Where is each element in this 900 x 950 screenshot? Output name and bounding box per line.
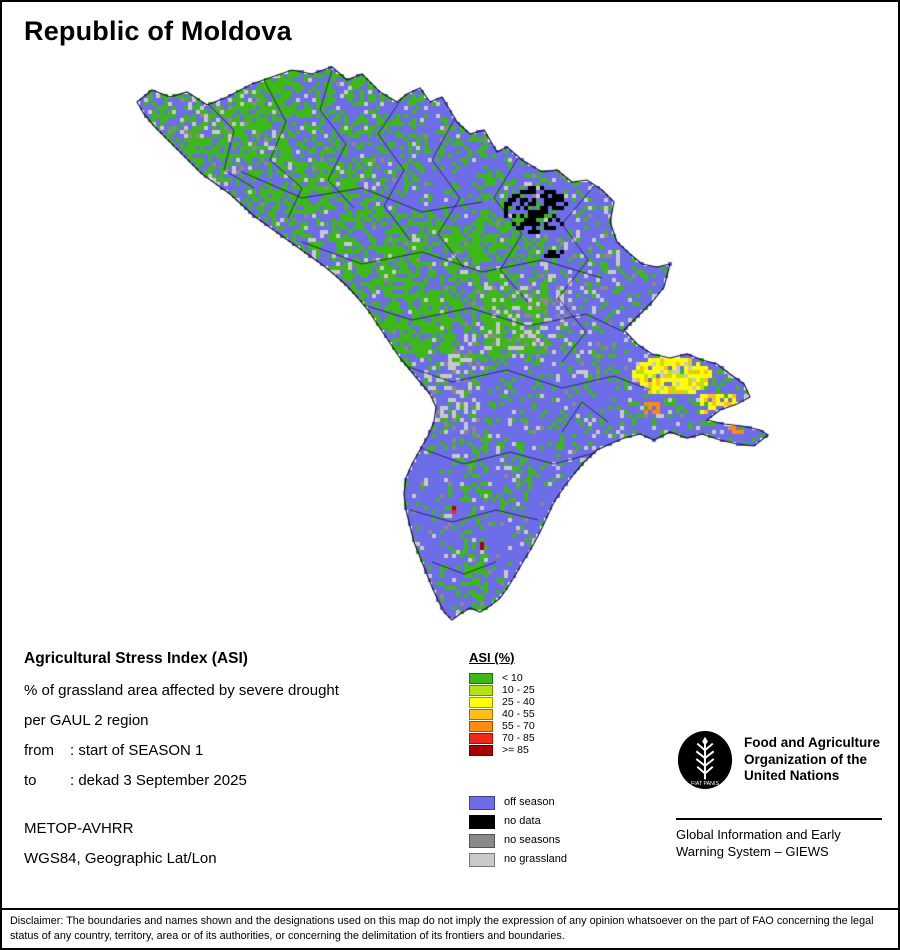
legend-label: 40 - 55 — [502, 707, 535, 720]
legend-swatch — [469, 696, 493, 708]
legend-item: off season — [469, 795, 609, 810]
map-info-block: Agricultural Stress Index (ASI) % of gra… — [24, 650, 454, 880]
info-from-label: from — [24, 742, 54, 759]
legend-label: off season — [504, 796, 555, 808]
legend-swatch — [469, 672, 493, 684]
fao-logo-icon: FIAT PANIS — [677, 731, 733, 789]
legend-swatch — [469, 684, 493, 696]
legend-item: 55 - 70 — [469, 720, 609, 732]
disclaimer-divider — [2, 908, 898, 910]
legend-label: no data — [504, 815, 541, 827]
info-to-label: to — [24, 772, 37, 789]
fao-org-line: United Nations — [744, 768, 840, 783]
info-region-level: per GAUL 2 region — [24, 712, 149, 729]
info-subtitle: % of grassland area affected by severe d… — [24, 682, 339, 699]
info-to-line: to : dekad 3 September 2025 — [24, 772, 454, 790]
legend-label: 70 - 85 — [502, 731, 535, 744]
asi-legend: ASI (%) < 10 10 - 25 25 - 40 40 - 55 55 … — [469, 650, 609, 872]
legend-label: < 10 — [502, 671, 523, 684]
info-from-line: from : start of SEASON 1 — [24, 742, 454, 760]
legend-label: no seasons — [504, 834, 561, 846]
legend-swatch — [469, 814, 495, 829]
giews-line: Warning System – GIEWS — [676, 844, 829, 859]
legend-item: no data — [469, 814, 609, 829]
legend-item: no grassland — [469, 852, 609, 867]
legend-item: 70 - 85 — [469, 732, 609, 744]
giews-label: Global Information and Early Warning Sys… — [676, 826, 841, 860]
legend-label: 25 - 40 — [502, 695, 535, 708]
legend-swatch — [469, 720, 493, 732]
legend-item: 40 - 55 — [469, 708, 609, 720]
fao-org-line: Organization of the — [744, 751, 867, 767]
legend-item: < 10 — [469, 672, 609, 684]
fao-motto: FIAT PANIS — [691, 781, 719, 787]
legend-label: no grassland — [504, 853, 567, 865]
legend-swatch — [469, 795, 495, 810]
legend-label: 10 - 25 — [502, 683, 535, 696]
legend-swatch — [469, 833, 495, 848]
legend-item: 25 - 40 — [469, 696, 609, 708]
legend-spacer — [469, 756, 609, 796]
info-heading: Agricultural Stress Index (ASI) — [24, 650, 248, 667]
legend-swatch — [469, 708, 493, 720]
legend-swatch — [469, 744, 493, 756]
info-from-value: : start of SEASON 1 — [70, 742, 204, 759]
legend-swatch — [469, 732, 493, 744]
legend-swatch — [469, 852, 495, 867]
legend-label: 55 - 70 — [502, 719, 535, 732]
fao-divider — [676, 818, 882, 820]
info-to-value: : dekad 3 September 2025 — [70, 772, 247, 789]
legend-label: >= 85 — [502, 743, 529, 756]
legend-item: no seasons — [469, 833, 609, 848]
legend-title: ASI (%) — [469, 650, 515, 665]
info-sensor: METOP-AVHRR — [24, 820, 134, 837]
giews-line: Global Information and Early — [676, 827, 841, 842]
disclaimer-text: Disclaimer: The boundaries and names sho… — [10, 915, 874, 942]
legend-item: >= 85 — [469, 744, 609, 756]
fao-org-line: Food and Agriculture — [744, 735, 880, 750]
fao-org-name: Food and Agriculture Organization of the… — [744, 729, 880, 785]
info-projection: WGS84, Geographic Lat/Lon — [24, 850, 217, 867]
fao-block: FIAT PANIS Food and Agriculture Organiza… — [676, 729, 880, 791]
page-title: Republic of Moldova — [24, 16, 292, 46]
legend-item: 10 - 25 — [469, 684, 609, 696]
